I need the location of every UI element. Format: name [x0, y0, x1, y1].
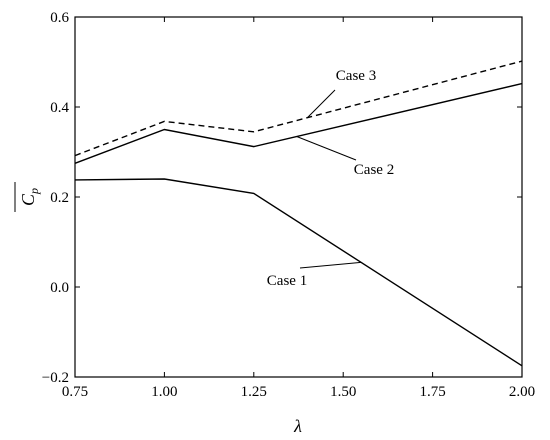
series-lines — [74, 60, 523, 367]
y-axis: −0.2 0.0 0.2 0.4 0.6 — [42, 10, 522, 386]
x-tick-label: 1.00 — [151, 384, 177, 400]
series-line-case-2 — [74, 82, 523, 164]
x-axis-label: λ — [293, 416, 302, 436]
svg-text:Cp: Cp — [18, 188, 41, 206]
y-tick-label: −0.2 — [42, 370, 69, 386]
y-axis-label: Cp — [14, 182, 41, 212]
y-tick-label: 0.4 — [50, 100, 69, 116]
y-axis-label-subscript: p — [27, 188, 41, 195]
annotation-case-2: Case 2 — [354, 162, 394, 178]
x-tick-label: 1.75 — [419, 384, 445, 400]
y-axis-label-main: C — [18, 193, 38, 206]
annotation-case-3: Case 3 — [336, 68, 376, 84]
y-tick-label: 0.2 — [50, 190, 69, 206]
y-tick-label: 0.0 — [50, 280, 69, 296]
series-line-case-1 — [74, 178, 523, 367]
annotation-leader-case-3 — [307, 89, 336, 118]
x-tick-label: 0.75 — [62, 384, 88, 400]
x-axis: 0.75 1.00 1.25 1.50 1.75 2.00 — [62, 17, 535, 400]
annotation-leader-case-1 — [299, 261, 362, 269]
y-tick-label: 0.6 — [50, 10, 69, 26]
annotation-leader-case-2 — [296, 136, 357, 161]
x-tick-label: 1.25 — [241, 384, 267, 400]
x-tick-label: 2.00 — [509, 384, 535, 400]
annotations: Case 1 Case 2 Case 3 — [267, 68, 394, 289]
annotation-case-1: Case 1 — [267, 273, 307, 289]
series-line-case-3 — [74, 60, 523, 157]
x-tick-label: 1.50 — [330, 384, 356, 400]
